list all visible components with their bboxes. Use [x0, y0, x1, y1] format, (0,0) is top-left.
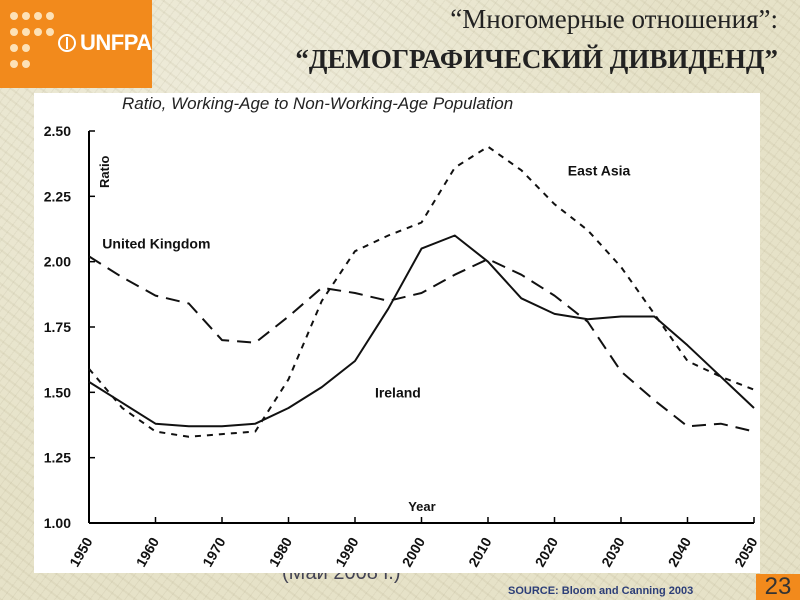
x-tick-label: 1950 [66, 534, 96, 569]
chart-panel: 1.00 1.25 1.50 1.75 2.00 2.25 2.50 1950 1960 1970… [34, 93, 761, 573]
logo-dot [34, 28, 42, 36]
slide-title-line1: “Многомерные отношения”: [450, 4, 778, 34]
logo-dot [22, 60, 30, 68]
logo-dot [10, 60, 18, 68]
logo-text: UNFPA [80, 30, 152, 55]
logo-dot [46, 12, 54, 20]
line-chart: 1.00 1.25 1.50 1.75 2.00 2.25 2.50 1950 1960 1970… [44, 94, 761, 569]
x-tick-label: 2030 [598, 534, 628, 569]
series-line-united-kingdom [88, 255, 755, 433]
logo-dot [22, 44, 30, 52]
logo-dot [10, 28, 18, 36]
logo-dot [34, 12, 42, 20]
logo-dot [22, 12, 30, 20]
series-line-ireland [88, 234, 755, 428]
x-tick-label: 2020 [532, 534, 562, 569]
x-tick-label: 2000 [399, 534, 429, 569]
y-tick-label: 2.50 [44, 123, 71, 139]
x-tick-label: 2050 [731, 534, 760, 569]
y-tick-label: 2.25 [44, 188, 71, 204]
annotation-united-kingdom: United Kingdom [102, 236, 210, 252]
y-tick-label: 1.50 [44, 384, 71, 400]
y-tick-label: 2.00 [44, 254, 71, 270]
slide-title-line2: “ДЕМОГРАФИЧЕСКИЙ ДИВИДЕНД” [295, 44, 778, 74]
x-tick-label: 1980 [266, 534, 296, 569]
series-line-east-asia [88, 145, 755, 438]
source-citation: SOURCE: Bloom and Canning 2003 [508, 585, 694, 597]
y-tick-label: 1.00 [44, 515, 71, 531]
x-tick-label: 1970 [199, 534, 229, 569]
unfpa-logo: UNFPA [0, 0, 152, 88]
logo-dot [46, 28, 54, 36]
x-tick-label: 1960 [133, 534, 163, 569]
x-axis-label: Year [408, 499, 435, 514]
x-tick-label: 2010 [465, 534, 495, 569]
y-axis-label: Ratio [97, 155, 112, 188]
un-emblem-icon [58, 34, 76, 52]
logo-dot [10, 44, 18, 52]
y-tick-label: 1.25 [44, 450, 71, 466]
chart-title: Ratio, Working-Age to Non-Working-Age Po… [122, 94, 513, 113]
logo-dot [22, 28, 30, 36]
x-tick-label: 2040 [665, 534, 695, 569]
page-number: 23 [756, 574, 800, 600]
annotation-east-asia: East Asia [568, 162, 631, 178]
x-tick-label: 1990 [332, 534, 362, 569]
logo-dot [10, 12, 18, 20]
annotation-ireland: Ireland [375, 385, 421, 401]
y-tick-label: 1.75 [44, 319, 71, 335]
